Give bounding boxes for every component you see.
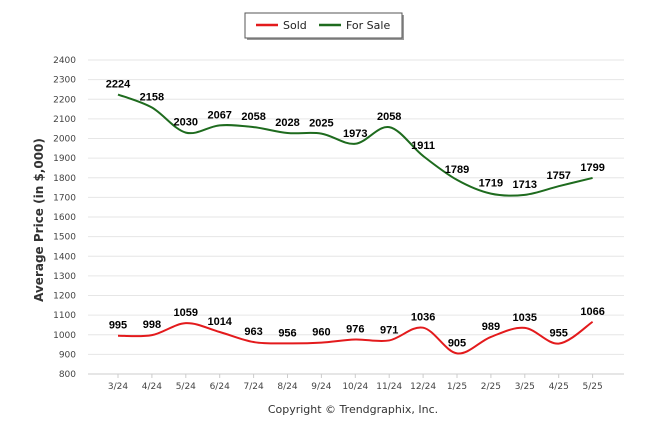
y-tick-label: 2300: [53, 76, 76, 86]
legend: Sold For Sale: [244, 12, 404, 40]
y-tick-label: 1600: [53, 213, 76, 223]
data-label-sold: 989: [482, 321, 500, 333]
y-tick-label: 1900: [53, 154, 76, 164]
data-label-for-sale: 2058: [241, 111, 265, 123]
y-tick-label: 1000: [53, 331, 76, 341]
y-tick-label: 2200: [53, 95, 76, 105]
x-tick-label: 9/24: [311, 382, 331, 392]
x-tick-label: 4/24: [142, 382, 162, 392]
data-label-for-sale: 2030: [174, 117, 198, 129]
y-tick-label: 1400: [53, 252, 76, 262]
y-tick-label: 900: [59, 350, 76, 360]
data-label-for-sale: 1799: [580, 162, 604, 174]
x-tick-label: 8/24: [277, 382, 297, 392]
y-tick-label: 1100: [53, 311, 76, 321]
data-label-for-sale: 2224: [106, 79, 131, 91]
series-line-sold: [117, 320, 594, 355]
data-label-for-sale: 2025: [309, 118, 333, 130]
x-tick-label: 1/25: [447, 382, 467, 392]
legend-label-sold: Sold: [283, 19, 307, 32]
legend-label-for-sale: For Sale: [346, 19, 390, 32]
data-label-sold: 1036: [411, 312, 435, 324]
data-label-for-sale: 1789: [445, 164, 469, 176]
y-tick-label: 1500: [53, 233, 76, 243]
data-label-for-sale: 2158: [140, 91, 164, 103]
x-tick-label: 5/25: [582, 382, 602, 392]
x-tick-label: 11/24: [376, 382, 402, 392]
data-label-sold: 998: [143, 319, 161, 331]
y-axis: 800 900 1000 1100 1200 1300 1400 1500 1600 1700 18…: [53, 56, 76, 380]
x-tick-label: 3/24: [108, 382, 128, 392]
data-label-sold: 971: [380, 324, 398, 336]
y-axis-label: Average Price (in $,000): [32, 138, 46, 302]
series-line-for-sale: [117, 93, 593, 197]
x-tick-label: 3/25: [515, 382, 535, 392]
y-tick-label: 2400: [53, 56, 76, 66]
x-tick-label: 12/24: [410, 382, 436, 392]
data-label-for-sale: 1973: [343, 128, 367, 140]
y-tick-label: 1800: [53, 174, 76, 184]
data-label-for-sale: 1911: [411, 140, 435, 152]
data-label-sold: 955: [550, 328, 568, 340]
y-tick-label: 800: [59, 370, 76, 380]
data-label-sold: 995: [109, 320, 127, 332]
y-tick-label: 2000: [53, 135, 76, 145]
data-label-sold: 1014: [207, 316, 232, 328]
copyright-footer: Copyright © Trendgraphix, Inc.: [268, 403, 438, 416]
series-layer: [117, 93, 594, 355]
data-label-sold: 1066: [580, 306, 604, 318]
data-label-for-sale: 2067: [207, 109, 231, 121]
x-tick-label: 5/24: [176, 382, 196, 392]
data-label-for-sale: 2058: [377, 111, 401, 123]
x-axis: 3/24 4/24 5/24 6/24 7/24 8/24 9/24 10/24 11/24 12…: [108, 374, 603, 392]
y-tick-label: 2100: [53, 115, 76, 125]
y-tick-label: 1300: [53, 272, 76, 282]
data-label-for-sale: 2028: [275, 117, 299, 129]
x-tick-label: 4/25: [549, 382, 569, 392]
x-tick-label: 2/25: [481, 382, 501, 392]
grid: [88, 59, 624, 375]
data-label-sold: 963: [244, 326, 262, 338]
data-label-sold: 976: [346, 323, 364, 335]
data-label-sold: 1035: [513, 312, 537, 324]
x-tick-label: 10/24: [342, 382, 368, 392]
data-label-sold: 960: [312, 327, 330, 339]
data-label-for-sale: 1713: [513, 179, 537, 191]
x-tick-label: 7/24: [243, 382, 263, 392]
data-label-sold: 1059: [174, 307, 198, 319]
data-labels: 995 998 1059 1014 963 956 960 976 971 1036 905 989 1…: [106, 79, 605, 350]
y-tick-label: 1200: [53, 292, 76, 302]
data-label-sold: 956: [278, 327, 296, 339]
data-label-for-sale: 1757: [546, 170, 570, 182]
data-label-sold: 905: [448, 337, 466, 349]
y-tick-label: 1700: [53, 193, 76, 203]
data-label-for-sale: 1719: [479, 178, 503, 190]
x-tick-label: 6/24: [210, 382, 230, 392]
